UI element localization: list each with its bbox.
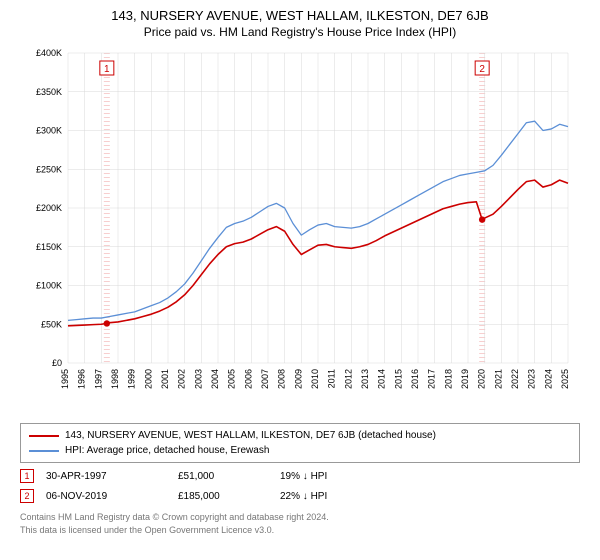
svg-text:1995: 1995	[60, 369, 70, 389]
svg-text:2025: 2025	[560, 369, 570, 389]
chart-area: £0 £50K £100K £150K £200K £250K £300K £350K £400…	[20, 45, 580, 415]
svg-text:2004: 2004	[210, 369, 220, 389]
legend-box: 143, NURSERY AVENUE, WEST HALLAM, ILKEST…	[20, 423, 580, 463]
svg-text:2019: 2019	[460, 369, 470, 389]
svg-text:£150K: £150K	[36, 242, 62, 252]
svg-text:£50K: £50K	[41, 319, 62, 329]
svg-text:1998: 1998	[110, 369, 120, 389]
sales-list: 1 30-APR-1997 £51,000 19% ↓ HPI 2 06-NOV-2019…	[14, 469, 586, 503]
svg-text:2003: 2003	[193, 369, 203, 389]
legend-swatch	[29, 435, 59, 437]
sale-diff: 22% ↓ HPI	[280, 491, 327, 502]
sale-diff: 19% ↓ HPI	[280, 471, 327, 482]
svg-text:2009: 2009	[293, 369, 303, 389]
svg-text:£250K: £250K	[36, 164, 62, 174]
svg-text:2020: 2020	[477, 369, 487, 389]
svg-text:2018: 2018	[443, 369, 453, 389]
chart-title: 143, NURSERY AVENUE, WEST HALLAM, ILKEST…	[14, 8, 586, 23]
legend-row: 143, NURSERY AVENUE, WEST HALLAM, ILKEST…	[29, 428, 571, 443]
sale-marker: 1	[20, 469, 34, 483]
sale-row: 1 30-APR-1997 £51,000 19% ↓ HPI	[20, 469, 580, 483]
sale-price: £185,000	[178, 491, 268, 502]
chart-container: 143, NURSERY AVENUE, WEST HALLAM, ILKEST…	[0, 0, 600, 560]
copyright-line-2: This data is licensed under the Open Gov…	[20, 524, 580, 537]
sale-marker: 2	[20, 489, 34, 503]
svg-text:1997: 1997	[93, 369, 103, 389]
legend-label: 143, NURSERY AVENUE, WEST HALLAM, ILKEST…	[65, 428, 436, 443]
copyright-line-1: Contains HM Land Registry data © Crown c…	[20, 511, 580, 524]
sale-price: £51,000	[178, 471, 268, 482]
svg-text:2021: 2021	[493, 369, 503, 389]
svg-text:2007: 2007	[260, 369, 270, 389]
svg-text:1996: 1996	[77, 369, 87, 389]
svg-text:2001: 2001	[160, 369, 170, 389]
chart-subtitle: Price paid vs. HM Land Registry's House …	[14, 25, 586, 39]
sale-date: 06-NOV-2019	[46, 491, 166, 502]
svg-text:2022: 2022	[510, 369, 520, 389]
svg-text:£300K: £300K	[36, 126, 62, 136]
svg-text:2011: 2011	[327, 369, 337, 388]
legend-swatch	[29, 450, 59, 452]
sale-date: 30-APR-1997	[46, 471, 166, 482]
svg-text:2012: 2012	[343, 369, 353, 389]
svg-text:2006: 2006	[243, 369, 253, 389]
line-chart-svg: £0 £50K £100K £150K £200K £250K £300K £350K £400…	[20, 45, 580, 415]
svg-text:£200K: £200K	[36, 203, 62, 213]
svg-text:2010: 2010	[310, 369, 320, 389]
svg-text:2: 2	[479, 64, 485, 75]
svg-text:2013: 2013	[360, 369, 370, 389]
svg-text:2000: 2000	[143, 369, 153, 389]
svg-text:£100K: £100K	[36, 281, 62, 291]
svg-text:2014: 2014	[377, 369, 387, 389]
legend-row: HPI: Average price, detached house, Erew…	[29, 443, 571, 458]
svg-text:2005: 2005	[227, 369, 237, 389]
sale-row: 2 06-NOV-2019 £185,000 22% ↓ HPI	[20, 489, 580, 503]
svg-text:£400K: £400K	[36, 48, 62, 58]
svg-text:2008: 2008	[277, 369, 287, 389]
svg-text:2023: 2023	[527, 369, 537, 389]
svg-text:2024: 2024	[543, 369, 553, 389]
svg-text:2017: 2017	[427, 369, 437, 389]
svg-text:2015: 2015	[393, 369, 403, 389]
svg-text:2016: 2016	[410, 369, 420, 389]
copyright-text: Contains HM Land Registry data © Crown c…	[20, 511, 580, 536]
svg-text:1: 1	[104, 64, 110, 75]
legend-label: HPI: Average price, detached house, Erew…	[65, 443, 269, 458]
svg-text:£0: £0	[52, 358, 62, 368]
svg-text:£350K: £350K	[36, 87, 62, 97]
svg-text:2002: 2002	[177, 369, 187, 389]
svg-text:1999: 1999	[127, 369, 137, 389]
